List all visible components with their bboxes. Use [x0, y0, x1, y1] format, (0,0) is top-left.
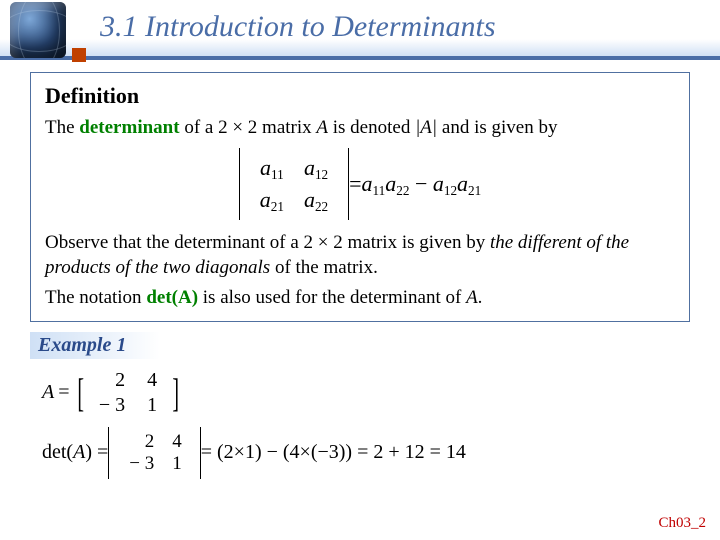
keyword-det: det(A): [146, 287, 198, 308]
cell: a: [304, 155, 315, 180]
cell: a: [260, 187, 271, 212]
lbracket-icon: [: [77, 374, 84, 412]
cell: 2: [119, 431, 164, 453]
var: A: [73, 441, 85, 464]
text: of a 2 × 2 matrix: [180, 117, 317, 138]
text: Observe that the determinant of a 2 × 2 …: [45, 232, 490, 253]
text: is denoted: [328, 117, 415, 138]
cell: 4: [164, 431, 190, 453]
det-matrix: a11 a12 a21 a22: [239, 148, 349, 219]
text: is also used for the determinant of: [198, 287, 466, 308]
sub: 22: [315, 199, 328, 214]
keyword-determinant: determinant: [79, 117, 179, 138]
determinant-formula: a11 a12 a21 a22 = a11a22 − a12a21: [45, 148, 675, 219]
example-body: A = [ 24 − 31 ] det(A) = 24 − 31 = (2×1)…: [42, 367, 720, 479]
minus: −: [409, 171, 432, 196]
text: The notation: [45, 287, 146, 308]
definition-observe: Observe that the determinant of a 2 × 2 …: [45, 230, 675, 281]
accent-square: [72, 48, 86, 62]
slide-title: 3.1 Introduction to Determinants: [100, 10, 720, 44]
definition-heading: Definition: [45, 81, 675, 111]
rbracket-icon: ]: [172, 374, 179, 412]
example-header: Example 1: [30, 332, 160, 359]
equals: =: [349, 169, 361, 199]
s: 11: [373, 183, 386, 198]
cell: 4: [137, 369, 167, 392]
matrix-A: [ 24 − 31 ]: [74, 367, 183, 419]
cell: a: [304, 187, 315, 212]
det-A: 24 − 31: [108, 427, 200, 479]
definition-notation: The notation det(A) is also used for the…: [45, 285, 675, 311]
cell: 2: [89, 369, 135, 392]
t: a: [362, 171, 373, 196]
s: 22: [396, 183, 409, 198]
globe-icon: [10, 2, 66, 58]
det-label: det(: [42, 441, 73, 464]
sub: 11: [271, 167, 284, 182]
slide-header: 3.1 Introduction to Determinants: [0, 0, 720, 60]
var: A: [466, 287, 478, 308]
example-det-calc: det(A) = 24 − 31 = (2×1) − (4×(−3)) = 2 …: [42, 427, 720, 479]
text: .: [478, 287, 483, 308]
calculation: = (2×1) − (4×(−3)) = 2 + 12 = 14: [201, 441, 466, 464]
t: a: [457, 171, 468, 196]
cell: a: [260, 155, 271, 180]
cell: 1: [137, 394, 167, 417]
matrix-var: A: [316, 117, 328, 138]
rhs: a11a22 − a12a21: [362, 169, 482, 199]
example-matrix-def: A = [ 24 − 31 ]: [42, 367, 720, 419]
s: 21: [468, 183, 481, 198]
sub: 21: [271, 199, 284, 214]
abs-notation: |A|: [415, 117, 437, 138]
text: and is given by: [437, 117, 557, 138]
text: of the matrix.: [270, 257, 378, 278]
equals: =: [58, 381, 69, 404]
definition-box: Definition The determinant of a 2 × 2 ma…: [30, 72, 690, 322]
text: ) =: [85, 441, 108, 464]
sub: 12: [315, 167, 328, 182]
var-A: A: [42, 381, 54, 404]
s: 12: [444, 183, 457, 198]
definition-intro: The determinant of a 2 × 2 matrix A is d…: [45, 115, 675, 141]
cell: − 3: [119, 453, 164, 475]
t: a: [385, 171, 396, 196]
cell: 1: [164, 453, 190, 475]
text: The: [45, 117, 79, 138]
slide-footer: Ch03_2: [658, 515, 706, 532]
t: a: [433, 171, 444, 196]
cell: − 3: [89, 394, 135, 417]
